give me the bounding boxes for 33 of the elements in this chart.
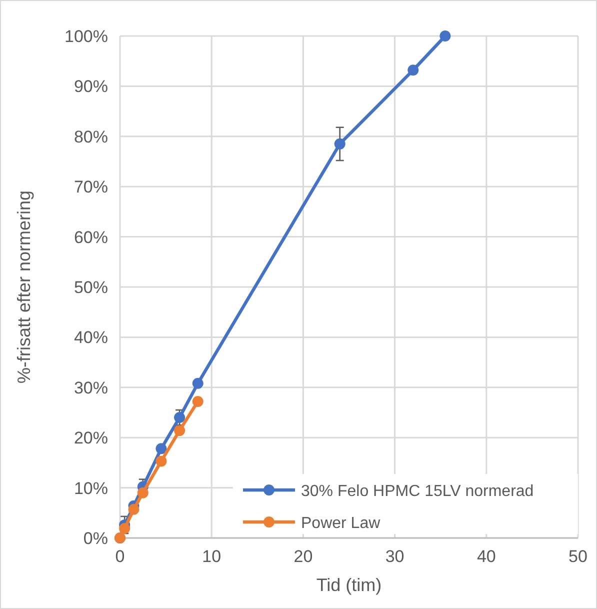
point xyxy=(156,443,167,454)
y-tick-label: 70% xyxy=(74,178,108,197)
legend-label: Power Law xyxy=(301,515,381,532)
point xyxy=(156,456,167,467)
x-tick-label: 20 xyxy=(294,547,313,566)
y-tick-label: 80% xyxy=(74,127,108,146)
y-tick-label: 50% xyxy=(74,278,108,297)
point xyxy=(440,30,451,42)
x-tick-label: 50 xyxy=(568,547,588,566)
x-tick-label: 30 xyxy=(385,547,404,566)
point xyxy=(137,487,148,498)
x-tick-label: 0 xyxy=(115,547,125,566)
y-axis-title: %-frisatt efter normering xyxy=(14,190,34,384)
x-axis-title: Tid (tim) xyxy=(316,575,382,595)
y-tick-label: 40% xyxy=(74,328,108,348)
y-tick-label: 10% xyxy=(74,478,108,498)
point xyxy=(334,138,346,150)
point xyxy=(192,378,204,389)
y-tick-label: 100% xyxy=(64,27,108,46)
y-tick-label: 30% xyxy=(74,378,108,398)
y-tick-label: 60% xyxy=(74,228,108,247)
point xyxy=(128,504,140,515)
x-tick-label: 10 xyxy=(202,547,222,566)
point xyxy=(174,425,186,436)
x-tick-label: 40 xyxy=(476,547,496,566)
point xyxy=(408,64,419,76)
y-tick-label: 90% xyxy=(74,77,108,96)
legend-label: 30% Felo HPMC 15LV normerad xyxy=(301,483,534,500)
point xyxy=(192,396,204,407)
y-tick-label: 20% xyxy=(74,428,108,448)
y-tick-label: 0% xyxy=(83,529,108,548)
point xyxy=(119,522,130,534)
point xyxy=(174,412,186,424)
